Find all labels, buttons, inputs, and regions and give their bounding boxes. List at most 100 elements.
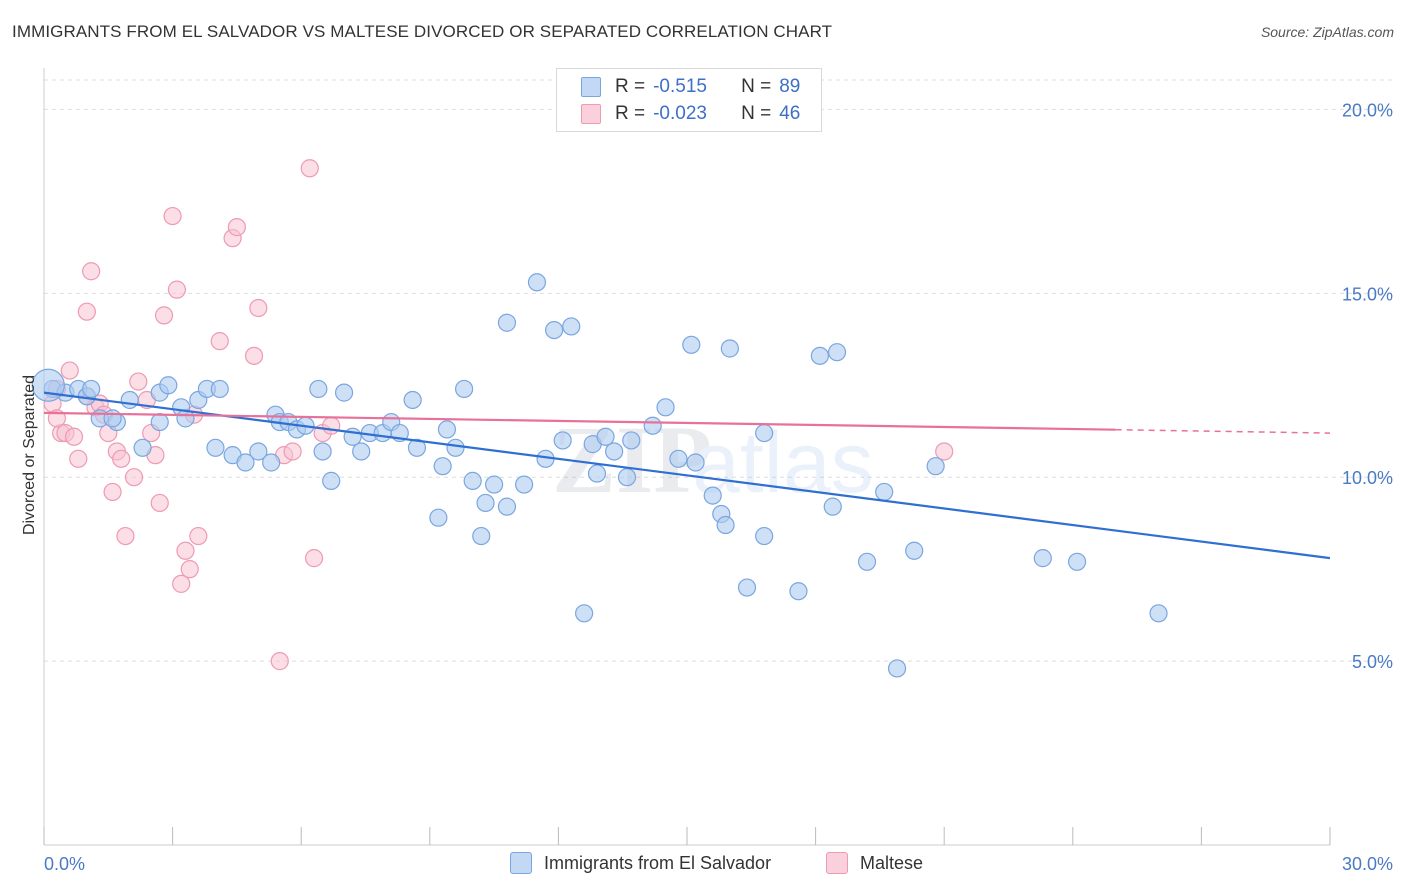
el-salvador-point bbox=[334, 383, 354, 402]
n-label: N = bbox=[741, 76, 772, 97]
el-salvador-point bbox=[905, 541, 924, 560]
source-credit: Source: ZipAtlas.com bbox=[1260, 24, 1394, 40]
maltese-point bbox=[167, 280, 186, 299]
el-salvador-point bbox=[407, 438, 427, 457]
stats-row-maltese: R = -0.023 N = 46 bbox=[581, 101, 800, 127]
tick-labels: 5.0% 10.0% 15.0% 20.0% 0.0% 30.0% bbox=[44, 100, 1393, 874]
maltese-point bbox=[103, 482, 122, 502]
el-salvador-point bbox=[437, 420, 457, 439]
el-salvador-point bbox=[737, 578, 757, 597]
legend-label: Immigrants from El Salvador bbox=[544, 852, 772, 873]
y-tick-label: 5.0% bbox=[1352, 652, 1393, 672]
el-salvador-point bbox=[887, 659, 907, 678]
el-salvador-point bbox=[133, 438, 152, 457]
maltese-point bbox=[172, 574, 191, 593]
el-salvador-point bbox=[617, 468, 637, 487]
el-salvador-points bbox=[31, 273, 1168, 678]
el-salvador-point bbox=[643, 416, 662, 435]
r-label: R = bbox=[615, 103, 646, 124]
el-salvador-point bbox=[249, 442, 268, 461]
maltese-point bbox=[244, 346, 264, 365]
el-salvador-point bbox=[686, 453, 705, 472]
blue-legend-swatch bbox=[510, 852, 532, 874]
x-tick-label-right: 30.0% bbox=[1342, 854, 1393, 874]
n-label: N = bbox=[741, 103, 772, 124]
el-salvador-point bbox=[1033, 549, 1052, 568]
el-salvador-point bbox=[313, 442, 332, 461]
n-value: 46 bbox=[779, 103, 801, 124]
maltese-point bbox=[64, 427, 84, 446]
maltese-point bbox=[304, 549, 324, 568]
el-salvador-point bbox=[497, 313, 517, 332]
maltese-point bbox=[300, 159, 319, 178]
el-salvador-point bbox=[322, 471, 341, 490]
el-salvador-point bbox=[433, 457, 452, 476]
el-salvador-point bbox=[755, 526, 774, 546]
el-salvador-point bbox=[669, 449, 688, 468]
series-legend: Immigrants from El Salvador Maltese bbox=[0, 852, 1406, 878]
el-salvador-point bbox=[1149, 604, 1168, 623]
el-salvador-point bbox=[720, 339, 739, 358]
axes bbox=[43, 68, 1331, 846]
r-value: -0.515 bbox=[653, 76, 707, 97]
el-salvador-point bbox=[120, 390, 139, 410]
el-salvador-point bbox=[703, 486, 722, 505]
el-salvador-point bbox=[857, 552, 877, 571]
watermark: ZIP atlas bbox=[552, 406, 874, 513]
el-salvador-point bbox=[716, 515, 735, 535]
el-salvador-point bbox=[1067, 552, 1087, 571]
maltese-point bbox=[129, 372, 148, 391]
el-salvador-point bbox=[262, 453, 281, 472]
el-salvador-point bbox=[210, 379, 229, 399]
el-salvador-point bbox=[476, 493, 495, 513]
maltese-point bbox=[210, 332, 229, 351]
el-salvador-point bbox=[527, 273, 547, 292]
el-salvador-point bbox=[596, 427, 615, 446]
el-salvador-point bbox=[545, 320, 564, 340]
el-salvador-point bbox=[403, 390, 422, 410]
el-salvador-trend-line bbox=[43, 391, 1331, 560]
el-salvador-point bbox=[82, 379, 101, 399]
maltese-point bbox=[163, 206, 182, 226]
el-salvador-point bbox=[827, 343, 847, 362]
legend-item-el-salvador[interactable]: Immigrants from El Salvador bbox=[510, 852, 771, 874]
x-tick-label-left: 0.0% bbox=[44, 854, 85, 874]
el-salvador-point bbox=[206, 438, 225, 457]
grid-lines bbox=[44, 79, 1392, 662]
maltese-point bbox=[82, 262, 101, 281]
maltese-point bbox=[935, 442, 954, 461]
el-salvador-point bbox=[926, 457, 945, 476]
el-salvador-point bbox=[562, 317, 581, 336]
el-salvador-point bbox=[454, 379, 474, 399]
el-salvador-point bbox=[103, 409, 122, 428]
r-value: -0.023 bbox=[653, 103, 707, 124]
maltese-point bbox=[176, 541, 195, 560]
n-value: 89 bbox=[779, 76, 801, 97]
el-salvador-point bbox=[463, 471, 482, 490]
el-salvador-point bbox=[622, 431, 641, 450]
el-salvador-point bbox=[472, 526, 491, 546]
el-salvador-point bbox=[810, 346, 829, 365]
el-salvador-point bbox=[587, 464, 607, 483]
blue-swatch bbox=[581, 77, 601, 97]
el-salvador-point bbox=[352, 442, 371, 461]
el-salvador-point bbox=[429, 508, 448, 527]
legend-item-maltese[interactable]: Maltese bbox=[826, 852, 923, 874]
el-salvador-point bbox=[656, 398, 675, 417]
maltese-point bbox=[270, 652, 289, 671]
el-salvador-point bbox=[485, 475, 504, 494]
el-salvador-point bbox=[515, 475, 534, 494]
maltese-point bbox=[112, 449, 131, 468]
maltese-point bbox=[69, 449, 88, 468]
el-salvador-point bbox=[309, 379, 328, 399]
el-salvador-point bbox=[575, 604, 594, 623]
maltese-point bbox=[124, 468, 144, 487]
maltese-point bbox=[150, 493, 169, 513]
maltese-point bbox=[60, 361, 79, 380]
el-salvador-point bbox=[789, 582, 808, 601]
el-salvador-point bbox=[497, 497, 517, 516]
el-salvador-point bbox=[875, 482, 894, 502]
el-salvador-point bbox=[755, 423, 774, 443]
maltese-point bbox=[249, 298, 268, 318]
legend-label: Maltese bbox=[860, 852, 924, 873]
